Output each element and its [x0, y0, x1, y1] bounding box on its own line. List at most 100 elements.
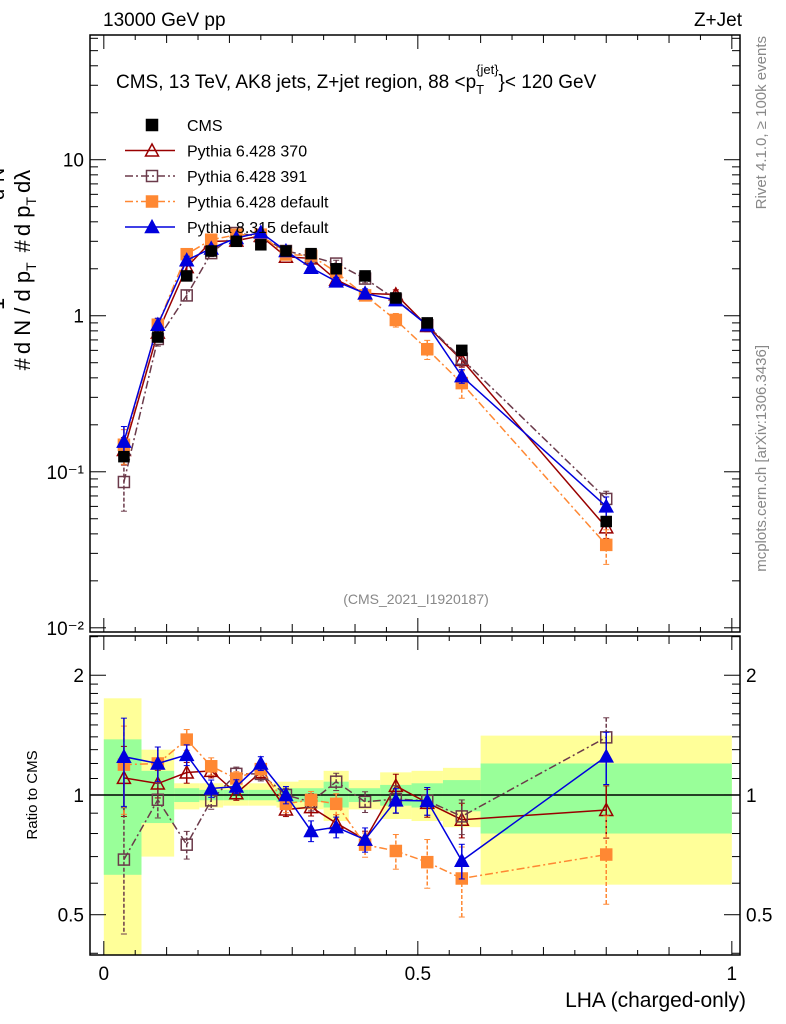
- data-point: [420, 855, 434, 869]
- data-point: [230, 235, 243, 248]
- data-point: [419, 792, 436, 808]
- data-point: [145, 195, 159, 208]
- data-point: [150, 775, 166, 790]
- data-point: [599, 538, 613, 552]
- axes: 0 0.5 1 10 1 10⁻¹ 10⁻² 2 2 1 1 0.5 0.5: [47, 34, 772, 985]
- legend-entry: CMS: [145, 118, 223, 135]
- data-point: [390, 292, 402, 304]
- data-point: [329, 797, 343, 811]
- data-point: [359, 270, 371, 282]
- y-tick-label: 10: [63, 151, 84, 172]
- data-series: [116, 224, 614, 935]
- data-point: [178, 252, 195, 267]
- y-tick-label: 10⁻¹: [47, 463, 85, 484]
- data-point: [178, 746, 195, 762]
- data-point: [278, 786, 294, 802]
- data-point: [305, 247, 317, 260]
- series-cms: [118, 235, 612, 528]
- data-point: [328, 819, 344, 834]
- legend-label: CMS: [187, 118, 223, 135]
- data-point: [598, 748, 614, 763]
- legend-entry: Pythia 6.428 370: [125, 142, 307, 161]
- data-point: [150, 755, 166, 770]
- ratio-uncertainty-bands: [103, 698, 732, 955]
- data-point: [180, 733, 193, 746]
- analysis-id-label: (CMS_2021_I1920187): [343, 591, 489, 607]
- data-point: [205, 245, 217, 257]
- rivet-version-label: Rivet 4.1.0, ≥ 100k events: [753, 36, 770, 209]
- data-point: [180, 838, 193, 851]
- main-frame: [89, 34, 741, 633]
- data-point: [145, 169, 159, 183]
- legend: CMS Pythia 6.428 370 Pythia 6.428 391 Pythi…: [125, 118, 329, 237]
- data-point: [455, 810, 469, 823]
- main-series-line: [123, 233, 607, 546]
- data-point: [421, 317, 433, 329]
- data-point: [388, 792, 404, 807]
- data-point: [144, 142, 160, 157]
- data-point: [456, 344, 468, 357]
- data-point: [144, 218, 160, 234]
- data-point: [145, 118, 159, 132]
- data-point: [180, 289, 193, 302]
- legend-label: Pythia 6.428 370: [187, 144, 307, 161]
- data-point: [328, 273, 344, 288]
- data-point: [228, 778, 245, 793]
- x-axis-label: LHA (charged-only): [565, 989, 746, 1012]
- ratio-y-tick-label: 0.5: [746, 906, 772, 927]
- ratio-y-tick-label: 1: [746, 786, 757, 807]
- data-point: [255, 239, 267, 251]
- legend-entry: Pythia 6.428 391: [125, 169, 307, 186]
- data-point: [357, 285, 373, 300]
- data-point: [118, 450, 130, 463]
- y-axis-label-ratio: Ratio to CMS: [24, 750, 41, 839]
- data-point: [151, 793, 165, 807]
- header-process-label: Z+Jet: [694, 10, 743, 31]
- data-point: [329, 775, 343, 788]
- ratio-y-tick-label: 2: [73, 666, 84, 687]
- data-point: [303, 799, 319, 814]
- y-axis-label-main: #d N / d pT#d pTdλ 1 d²N: [0, 168, 39, 371]
- x-tick-label: 0.5: [405, 964, 431, 985]
- data-point: [303, 259, 319, 275]
- legend-label: Pythia 8.315 default: [187, 220, 329, 237]
- header-beam-label: 13000 GeV pp: [103, 10, 226, 31]
- x-tick-label: 0: [99, 964, 110, 985]
- legend-entry: Pythia 8.315 default: [125, 218, 329, 237]
- data-point: [280, 245, 292, 257]
- data-point: [330, 263, 342, 275]
- legend-label: Pythia 6.428 default: [187, 195, 329, 212]
- data-point: [152, 331, 164, 343]
- data-point: [420, 342, 434, 356]
- x-tick-label: 1: [727, 964, 738, 985]
- ratio-y-tick-label: 1: [73, 786, 84, 807]
- data-point: [180, 270, 193, 282]
- data-point: [253, 224, 269, 239]
- data-point: [178, 764, 195, 779]
- data-point: [304, 793, 318, 807]
- data-point: [117, 475, 131, 489]
- y-tick-label: 1: [73, 307, 84, 328]
- data-point: [303, 822, 319, 838]
- y-tick-label: 10⁻²: [47, 619, 85, 640]
- data-point: [357, 831, 373, 846]
- data-point: [117, 853, 131, 866]
- data-point: [389, 313, 403, 327]
- data-point: [358, 795, 372, 809]
- data-point: [454, 852, 470, 868]
- data-point: [253, 755, 269, 770]
- data-point: [454, 368, 470, 383]
- legend-entry: Pythia 6.428 default: [125, 195, 329, 212]
- data-point: [389, 844, 403, 858]
- svg-text:#d N / d pT#d pTdλ: #d N / d pT#d pTdλ: [10, 170, 39, 371]
- data-point: [203, 780, 219, 795]
- svg-text:1: 1: [0, 298, 9, 310]
- data-point: [600, 515, 612, 528]
- data-point: [598, 498, 614, 513]
- data-point: [116, 748, 132, 763]
- data-point: [204, 760, 218, 773]
- data-point: [116, 433, 132, 448]
- ratio-y-tick-label: 2: [746, 666, 757, 687]
- data-point: [599, 848, 613, 861]
